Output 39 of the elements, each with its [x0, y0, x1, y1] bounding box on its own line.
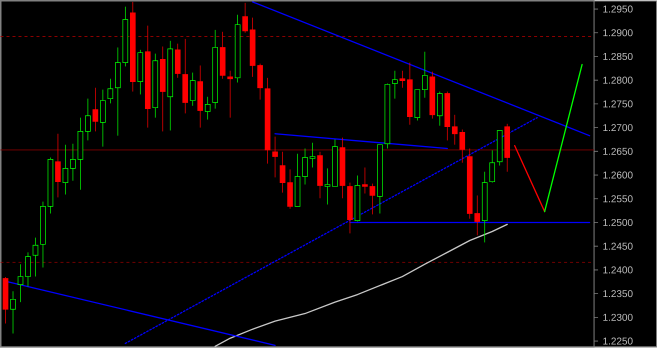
y-tick-label: 1.2700	[603, 124, 633, 132]
candlestick	[257, 63, 263, 100]
candlestick	[92, 87, 98, 132]
y-tick-label: 1.2450	[603, 242, 633, 250]
candlestick	[32, 237, 38, 277]
candlestick	[190, 72, 196, 106]
candlestick	[474, 195, 480, 236]
candlestick	[108, 78, 114, 104]
y-tick-label: 1.2850	[603, 52, 633, 60]
candlestick	[436, 91, 443, 126]
y-tick-label: 1.2400	[603, 266, 633, 274]
y-tick-label: 1.2550	[603, 195, 633, 202]
candlestick	[272, 136, 278, 178]
candlestick	[174, 43, 181, 78]
candlestick	[10, 290, 16, 334]
y-tick-label: 1.2950	[603, 6, 633, 13]
candlestick	[489, 150, 496, 184]
y-tick-label: 1.2600	[603, 172, 633, 179]
y-tick-label: 1.2350	[603, 290, 633, 298]
y-tick-label: 1.2650	[603, 148, 633, 155]
candlestick	[227, 70, 233, 118]
y-tick-label: 1.2300	[603, 314, 633, 321]
y-tick-label: 1.2900	[603, 29, 633, 36]
candlestick	[452, 114, 458, 146]
candlestick	[242, 2, 248, 34]
y-tick-label: 1.2800	[603, 76, 633, 84]
candlestick	[62, 144, 68, 195]
y-tick-label: 1.2500	[603, 219, 633, 226]
candlestick	[55, 133, 61, 198]
y-tick-label: 1.2750	[603, 100, 633, 108]
candlestick	[422, 51, 428, 98]
candlestick	[70, 143, 76, 182]
candlestick	[85, 98, 91, 141]
candlestick	[100, 89, 106, 147]
y-tick-label: 1.2250	[603, 338, 633, 345]
candlestick	[204, 96, 211, 120]
candlestick	[459, 129, 466, 164]
candlestick	[400, 70, 406, 88]
candlestick	[392, 70, 398, 100]
